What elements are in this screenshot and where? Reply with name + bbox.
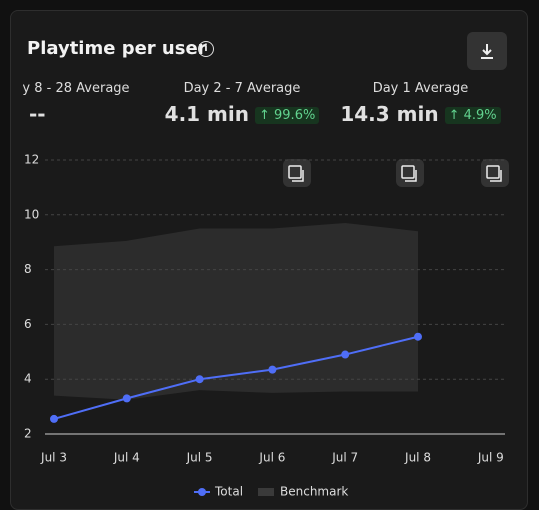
change: 4.9% (463, 108, 497, 123)
total-point (341, 350, 350, 359)
total-point (50, 414, 58, 423)
total-line (53, 335, 419, 420)
image-icon (288, 165, 302, 179)
image-icon (486, 165, 500, 179)
legend-label: Total (214, 485, 243, 499)
total-point (122, 394, 131, 403)
y-tick-label: 2 (24, 427, 32, 441)
tab-label: Day 1 Average (372, 81, 469, 96)
change-badge: ↑ 99.6% (254, 107, 320, 124)
tab-value: -- (29, 102, 46, 126)
x-tick-label: Jul 3 (40, 451, 67, 465)
image-icon (292, 170, 304, 182)
x-tick-label: Jul 8 (404, 451, 431, 465)
image-button[interactable] (396, 159, 424, 187)
card-title: Playtime per user (27, 38, 207, 59)
y-tick-label: 10 (24, 207, 39, 221)
download-button[interactable] (467, 32, 507, 70)
change: 99.6% (274, 108, 316, 123)
tab-value-row: 14.3 min ↑ 4.9% (333, 102, 508, 126)
total-point (195, 375, 204, 384)
x-tick-label: Jul 9 (477, 451, 504, 465)
legend-swatch (198, 488, 206, 496)
total-point (268, 365, 277, 374)
info-icon[interactable]: i (198, 41, 214, 57)
legend-swatch (258, 488, 274, 496)
y-tick-label: 6 (24, 317, 32, 331)
x-tick-label: Jul 7 (331, 451, 358, 465)
image-icon (405, 170, 417, 182)
x-tick-label: Jul 6 (258, 451, 285, 465)
image-button[interactable] (481, 159, 509, 187)
tab-value: 14.3 min (340, 102, 439, 126)
image-button[interactable] (283, 159, 311, 187)
y-tick-label: 4 (24, 372, 32, 386)
tab[interactable]: Day 8 - 28 Average -- (23, 81, 147, 126)
tab-value: 4.1 min (164, 102, 249, 126)
tab-value-row: 4.1 min ↑ 99.6% (151, 102, 333, 126)
change-badge: ↑ 4.9% (444, 107, 501, 124)
download-icon (481, 44, 493, 59)
image-icon (401, 165, 415, 179)
benchmark-area (54, 223, 418, 400)
tabs: Day 8 - 28 Average -- Day 2 - 7 Average … (23, 81, 523, 141)
x-tick-label: Jul 4 (113, 451, 140, 465)
tab-label: Day 8 - 28 Average (23, 81, 130, 96)
legend-label: Benchmark (280, 485, 348, 499)
x-tick-label: Jul 5 (186, 451, 213, 465)
tab-label: Day 2 - 7 Average (183, 81, 301, 96)
tab[interactable]: Day 1 Average 14.3 min ↑ 4.9% (333, 81, 508, 126)
y-tick-label: 12 (24, 153, 39, 167)
y-tick-label: 8 (24, 262, 32, 276)
tab[interactable]: Day 2 - 7 Average 4.1 min ↑ 99.6% (151, 81, 333, 126)
image-icon (490, 170, 502, 182)
total-point (414, 332, 422, 341)
